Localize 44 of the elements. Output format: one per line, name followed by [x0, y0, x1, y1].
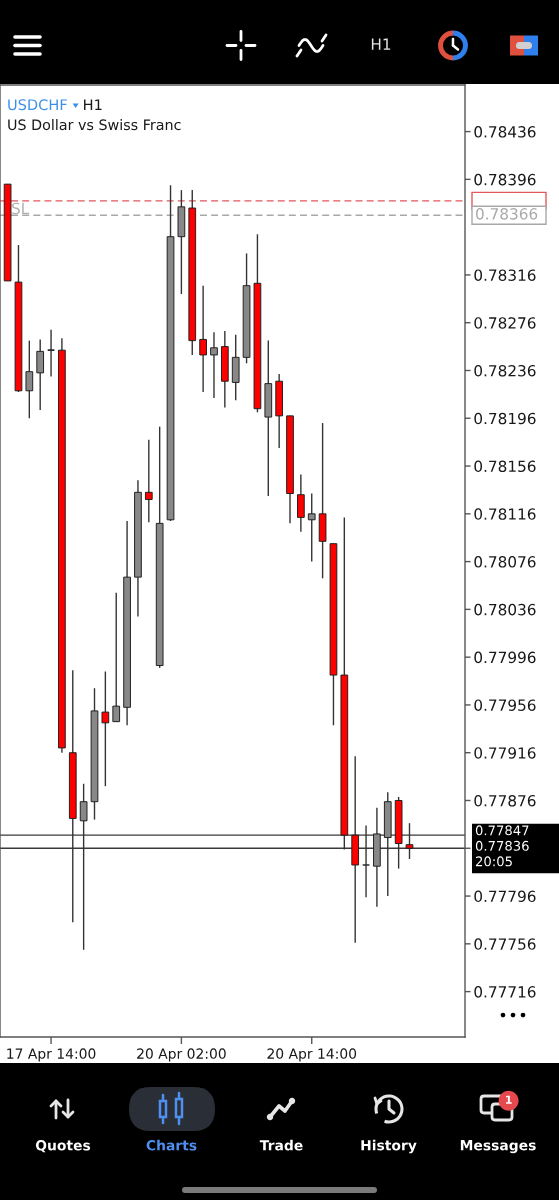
- y-tick-label: 0.78436: [474, 126, 536, 138]
- y-tick-label: 0.77716: [474, 986, 536, 998]
- y-tick-label: 0.78116: [474, 508, 536, 520]
- ref-line-label: 0.78366: [476, 208, 538, 220]
- y-tick-label: 0.78156: [474, 460, 536, 473]
- candlestick: [144, 439, 153, 523]
- text: H1: [371, 38, 391, 50]
- text: 1: [505, 1095, 512, 1104]
- candlestick: [101, 670, 110, 787]
- y-tick-label: 0.78076: [474, 556, 536, 568]
- y-tick-label: 0.77996: [474, 651, 536, 664]
- candlestick: [25, 339, 34, 419]
- y-tick-label: 0.77956: [474, 699, 536, 711]
- ref-line-label: 0.77836: [475, 840, 529, 851]
- y-tick-label: 0.78316: [474, 269, 536, 281]
- candlestick: [199, 284, 207, 393]
- y-tick-label: 0.78236: [474, 364, 536, 377]
- x-tick-label: 20 Apr 02:00: [137, 1048, 226, 1062]
- text: USDCHF: [8, 99, 67, 111]
- y-tick-label: 0.78196: [474, 412, 536, 425]
- y-tick-label: 0.78276: [474, 317, 536, 329]
- text: History: [361, 1139, 417, 1154]
- candlestick: [297, 473, 305, 533]
- candlestick: [307, 492, 316, 563]
- y-tick-label: 0.77756: [474, 938, 536, 950]
- text: Messages: [460, 1140, 536, 1154]
- y-tick-label: 0.78036: [474, 603, 536, 616]
- ref-line-label: SL: [12, 202, 30, 215]
- x-tick-label: 20 Apr 14:00: [267, 1048, 357, 1062]
- text: 20:05: [475, 856, 512, 867]
- y-tick-label: 0.78396: [474, 173, 536, 186]
- annotation: H1: [84, 99, 102, 111]
- y-tick-label: 0.77796: [474, 890, 536, 903]
- x-tick-label: 17 Apr 14:00: [7, 1048, 96, 1062]
- y-tick-label: 0.77916: [474, 747, 536, 759]
- candlestick: [210, 331, 218, 399]
- text: Charts: [146, 1139, 197, 1151]
- candlestick: [112, 591, 121, 723]
- ref-line-label: 0.77847: [475, 825, 529, 836]
- text: US Dollar vs Swiss Franc: [8, 119, 181, 131]
- y-tick-label: 0.77876: [474, 794, 536, 807]
- text: Trade: [259, 1139, 303, 1151]
- text: Quotes: [35, 1140, 91, 1153]
- candlestick: [36, 338, 45, 411]
